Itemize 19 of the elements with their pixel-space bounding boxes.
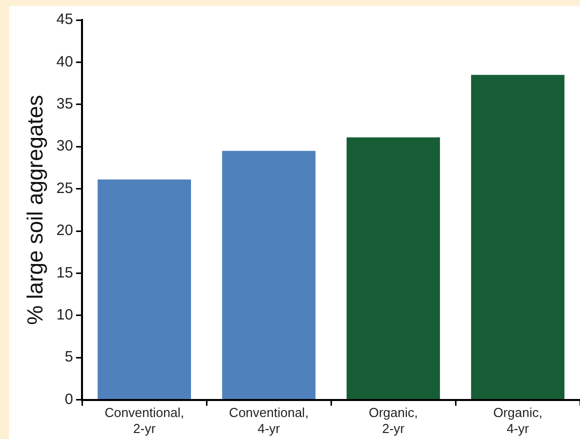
y-tick-label: 35: [56, 96, 74, 113]
y-tick-label: 40: [56, 53, 74, 70]
x-tick-label: Organic, 2-yr: [368, 405, 418, 436]
y-tick-label: 5: [64, 348, 74, 366]
x-tick-label: Conventional, 4-yr: [229, 405, 309, 436]
x-tick-label: Conventional, 2-yr: [104, 405, 184, 436]
bar: [98, 180, 192, 400]
bar: [471, 74, 564, 400]
y-tick-label: 0: [64, 390, 74, 408]
y-tick-label: 20: [56, 222, 74, 240]
y-tick-label: 30: [56, 138, 74, 155]
x-tick-label: Organic, 4-yr: [493, 405, 542, 436]
bar: [222, 150, 316, 400]
y-tick-label: 15: [56, 264, 74, 282]
y-tick-label: 45: [56, 11, 74, 28]
y-axis-title: % large soil aggregates: [22, 94, 48, 325]
y-tick-label: 25: [56, 180, 74, 197]
bar: [346, 137, 440, 400]
y-tick-label: 10: [56, 306, 74, 324]
